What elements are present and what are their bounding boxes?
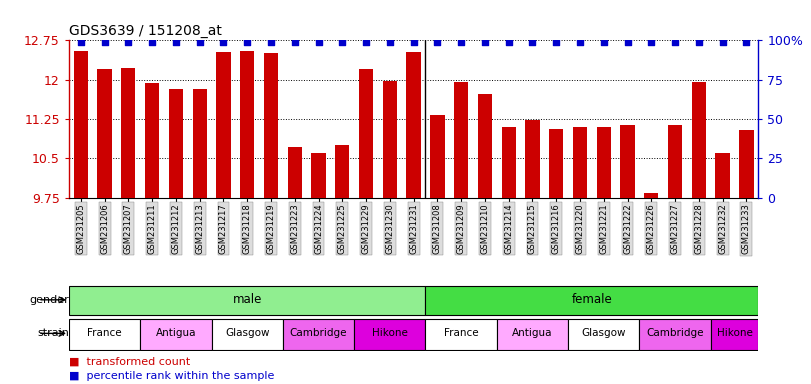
Text: strain: strain [37, 328, 69, 338]
Bar [212, 319, 283, 349]
Bar [501, 127, 516, 198]
Bar [549, 129, 564, 198]
Bar [74, 51, 88, 198]
Point [573, 39, 586, 45]
Point [193, 39, 206, 45]
Bar [569, 319, 639, 349]
Point [740, 39, 753, 45]
Text: Hikone: Hikone [717, 328, 753, 338]
Text: female: female [572, 293, 612, 306]
Bar [359, 69, 373, 198]
Point [169, 39, 182, 45]
Point [621, 39, 634, 45]
Text: Hikone: Hikone [372, 328, 408, 338]
Point [716, 39, 729, 45]
Point [597, 39, 610, 45]
Bar [192, 89, 207, 198]
Bar [710, 319, 758, 349]
Point [407, 39, 420, 45]
Text: Cambridge: Cambridge [290, 328, 347, 338]
Point [217, 39, 230, 45]
Bar [454, 82, 468, 198]
Bar [639, 319, 710, 349]
Point [312, 39, 325, 45]
Bar [140, 319, 212, 349]
Point [502, 39, 515, 45]
Text: Glasgow: Glasgow [225, 328, 269, 338]
Point [122, 39, 135, 45]
Point [359, 39, 372, 45]
Text: Antigua: Antigua [156, 328, 196, 338]
Point [455, 39, 468, 45]
Text: Antigua: Antigua [513, 328, 553, 338]
Point [550, 39, 563, 45]
Bar [573, 127, 587, 198]
Bar [497, 319, 569, 349]
Text: ■  percentile rank within the sample: ■ percentile rank within the sample [69, 371, 274, 381]
Bar [383, 81, 397, 198]
Point [693, 39, 706, 45]
Point [264, 39, 277, 45]
Point [241, 39, 254, 45]
Bar [668, 125, 682, 198]
Bar [288, 147, 302, 198]
Point [526, 39, 539, 45]
Text: ■  transformed count: ■ transformed count [69, 357, 191, 367]
Point [668, 39, 681, 45]
Text: GDS3639 / 151208_at: GDS3639 / 151208_at [69, 24, 222, 38]
Point [98, 39, 111, 45]
Bar [740, 130, 753, 198]
Bar [69, 319, 140, 349]
Point [336, 39, 349, 45]
Bar [121, 68, 135, 198]
Bar [426, 319, 497, 349]
Bar [644, 192, 659, 198]
Bar [69, 286, 426, 315]
Bar [526, 119, 539, 198]
Bar [715, 153, 730, 198]
Bar [354, 319, 426, 349]
Text: male: male [233, 293, 262, 306]
Bar [426, 286, 758, 315]
Bar [311, 153, 326, 198]
Point [645, 39, 658, 45]
Bar [283, 319, 354, 349]
Point [384, 39, 397, 45]
Point [146, 39, 159, 45]
Text: France: France [444, 328, 478, 338]
Text: Cambridge: Cambridge [646, 328, 704, 338]
Bar [97, 69, 112, 198]
Bar [335, 145, 350, 198]
Bar [264, 53, 278, 198]
Bar [145, 83, 159, 198]
Bar [406, 52, 421, 198]
Point [431, 39, 444, 45]
Bar [431, 115, 444, 198]
Text: gender: gender [29, 295, 69, 305]
Bar [597, 127, 611, 198]
Point [75, 39, 88, 45]
Bar [240, 51, 255, 198]
Text: France: France [88, 328, 122, 338]
Bar [692, 82, 706, 198]
Point [288, 39, 301, 45]
Point [478, 39, 491, 45]
Bar [478, 94, 492, 198]
Bar [169, 89, 183, 198]
Text: Glasgow: Glasgow [581, 328, 626, 338]
Bar [620, 125, 635, 198]
Bar [217, 52, 230, 198]
